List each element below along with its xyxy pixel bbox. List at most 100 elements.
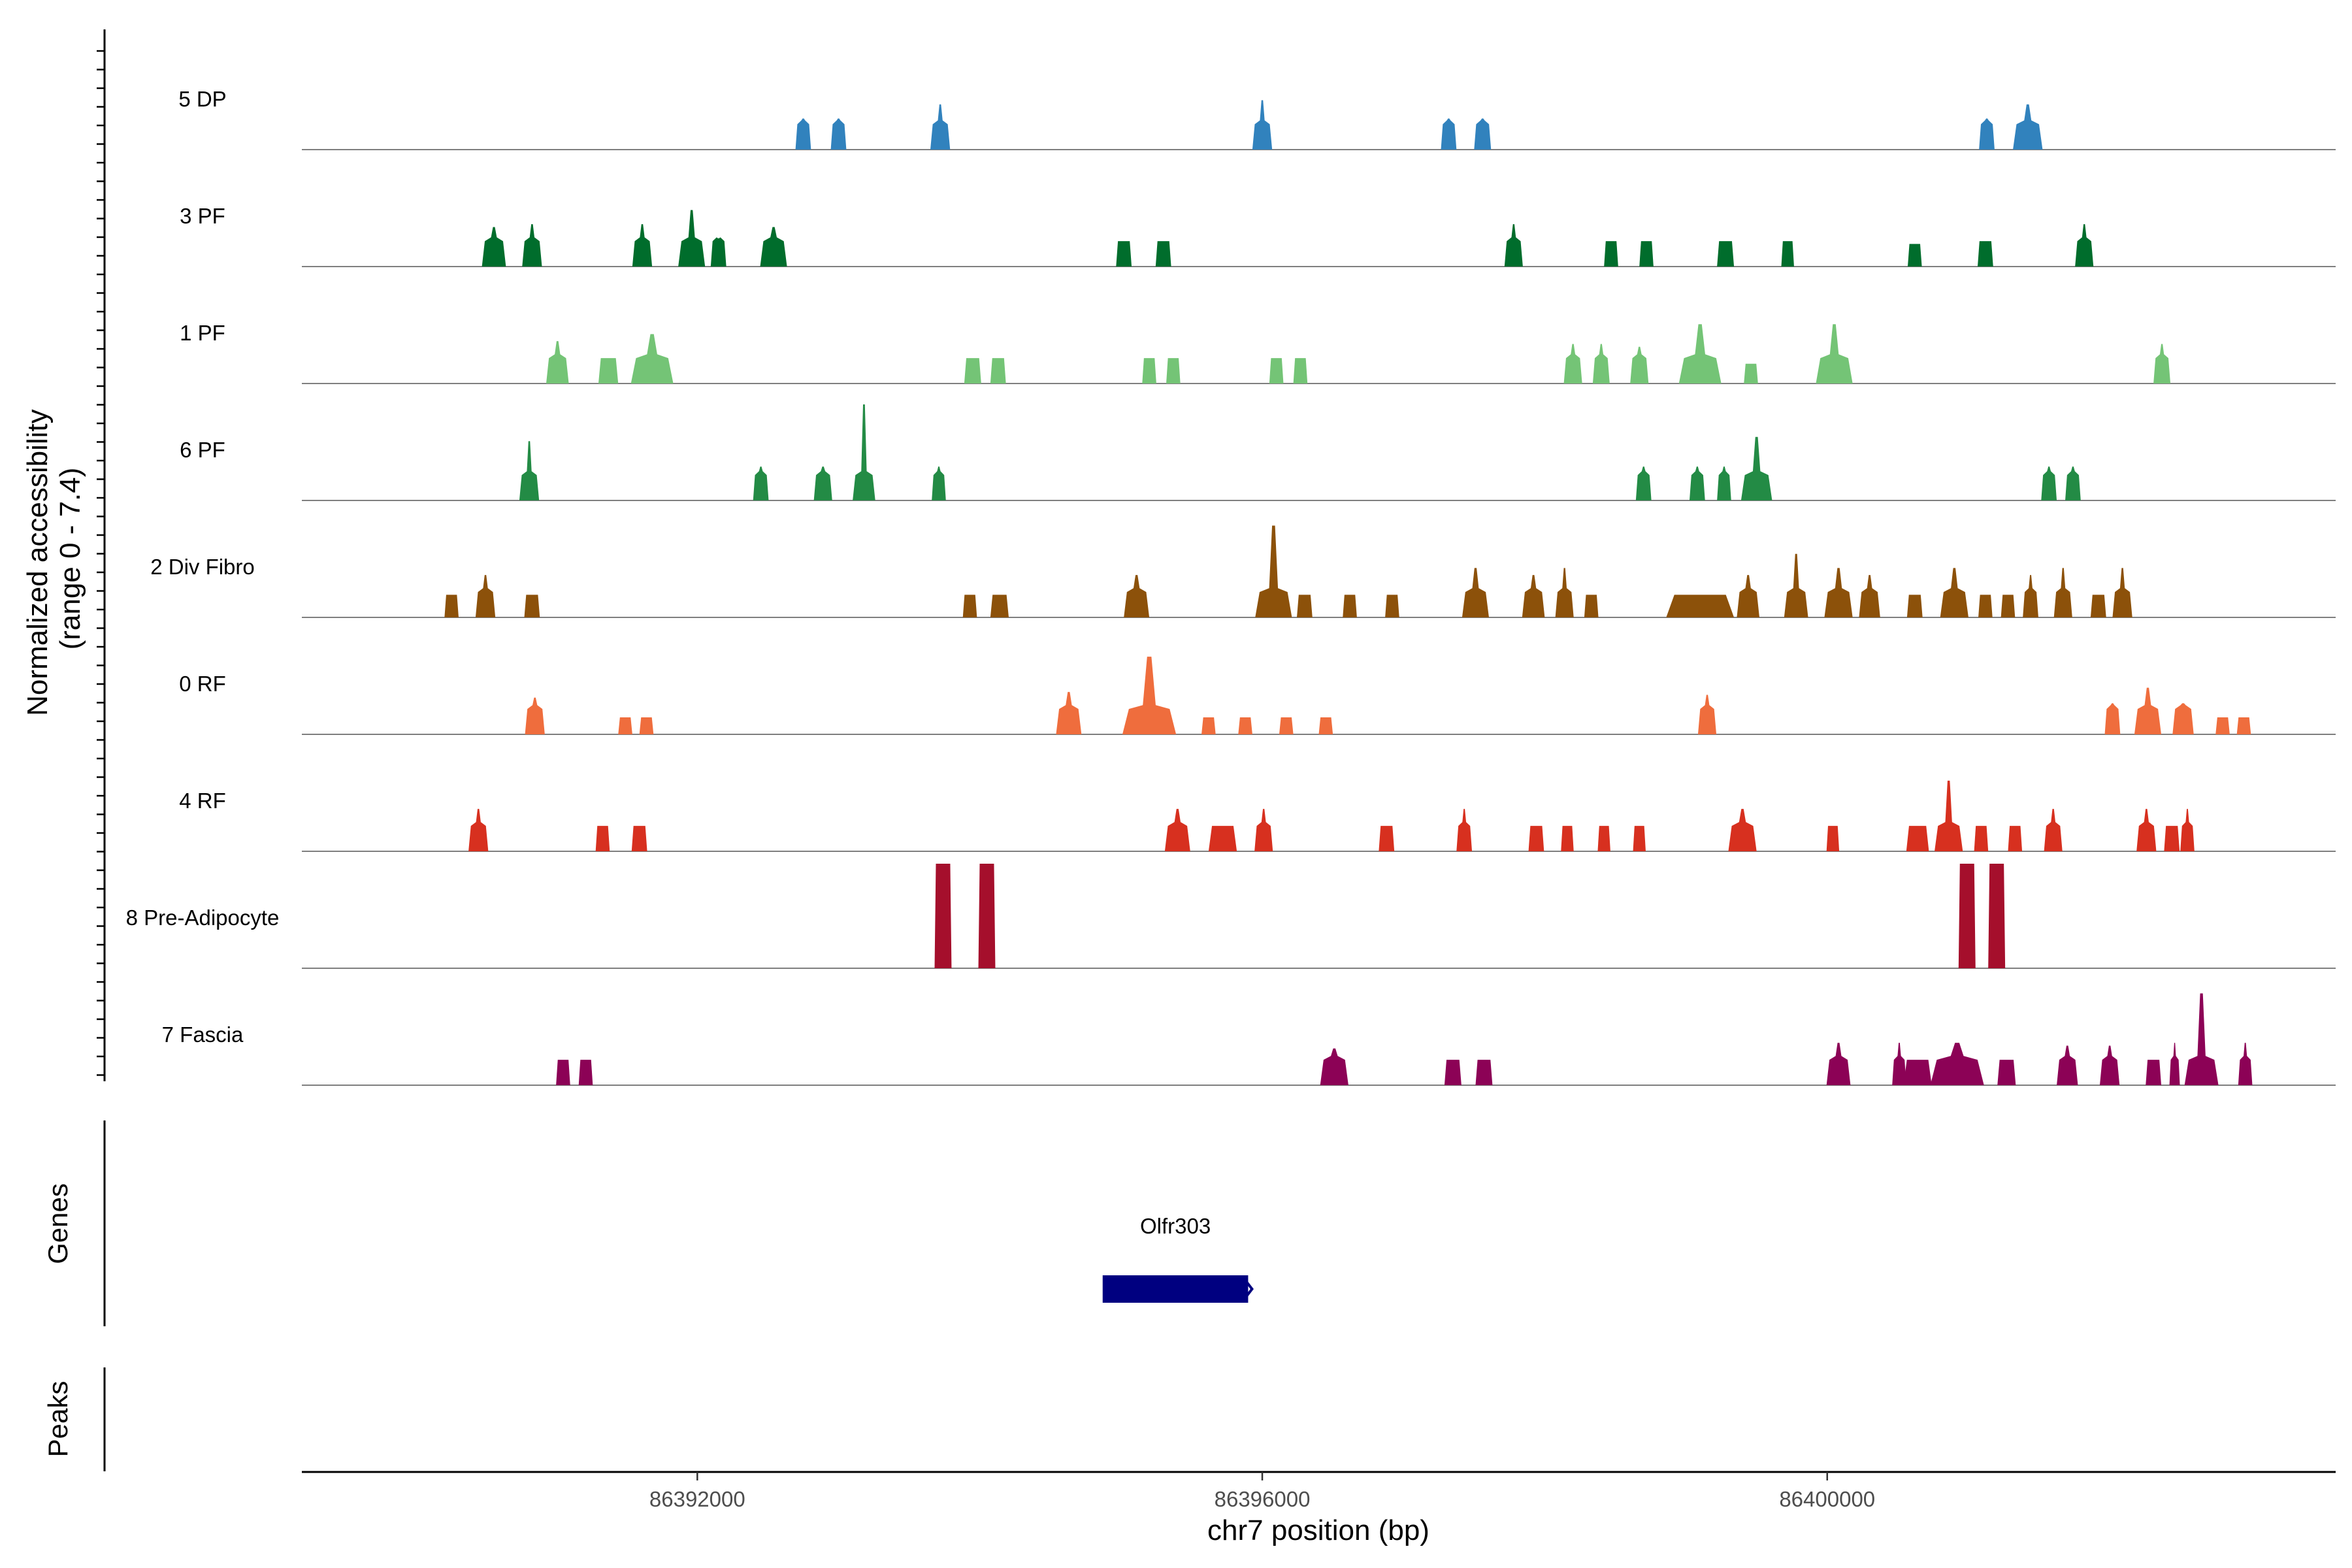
accessibility-peak bbox=[1318, 717, 1333, 734]
accessibility-peak bbox=[482, 227, 506, 267]
accessibility-peak bbox=[1974, 826, 1989, 851]
accessibility-peak bbox=[2057, 1045, 2078, 1085]
accessibility-peak bbox=[595, 826, 610, 851]
accessibility-bar bbox=[934, 864, 952, 968]
accessibility-peak bbox=[1979, 118, 1995, 150]
accessibility-bar bbox=[1988, 864, 2006, 968]
accessibility-peak bbox=[1279, 717, 1294, 734]
accessibility-peak bbox=[1635, 466, 1652, 500]
track-6-pf: 6 PF bbox=[180, 404, 2336, 501]
accessibility-peak bbox=[930, 104, 951, 150]
accessibility-peak bbox=[1254, 809, 1273, 851]
accessibility-peak bbox=[2184, 993, 2219, 1085]
genes-panel-title: Genes bbox=[42, 1183, 73, 1264]
accessibility-peak bbox=[1155, 241, 1171, 267]
accessibility-peak bbox=[1201, 717, 1216, 734]
accessibility-peak bbox=[1597, 826, 1610, 851]
accessibility-peak bbox=[1816, 324, 1853, 384]
accessibility-peak bbox=[2134, 687, 2162, 734]
accessibility-peak bbox=[1859, 575, 1880, 617]
track-label: 3 PF bbox=[180, 204, 225, 228]
accessibility-peak bbox=[618, 717, 632, 734]
accessibility-peak bbox=[1208, 826, 1237, 851]
track-8-pre-adipocyte: 8 Pre-Adipocyte bbox=[126, 864, 2336, 969]
gene-annotations: Olfr303 bbox=[1102, 1214, 1254, 1303]
accessibility-peak bbox=[813, 466, 832, 500]
gene-strand-arrow bbox=[1244, 1279, 1254, 1299]
accessibility-peak bbox=[1940, 568, 1968, 617]
accessibility-peak bbox=[1522, 575, 1545, 617]
accessibility-peak bbox=[2023, 575, 2038, 617]
accessibility-peak bbox=[1296, 595, 1313, 617]
accessibility-peak bbox=[2065, 466, 2081, 500]
accessibility-peak bbox=[1504, 224, 1523, 267]
accessibility-peak bbox=[2146, 1060, 2162, 1085]
coverage-y-ticks bbox=[97, 50, 105, 1076]
accessibility-peak bbox=[710, 237, 727, 267]
accessibility-peak bbox=[1826, 826, 1840, 851]
track-label: 0 RF bbox=[179, 672, 226, 696]
accessibility-peak bbox=[1561, 826, 1574, 851]
accessibility-peak bbox=[639, 717, 654, 734]
accessibility-peak bbox=[1528, 826, 1544, 851]
accessibility-peak bbox=[444, 595, 459, 617]
accessibility-peak bbox=[1997, 1060, 2016, 1085]
accessibility-peak bbox=[2180, 809, 2195, 851]
accessibility-peak bbox=[964, 358, 981, 384]
accessibility-peak bbox=[598, 358, 619, 384]
track-label: 4 RF bbox=[179, 789, 226, 813]
accessibility-peak bbox=[1826, 1043, 1851, 1085]
accessibility-peak bbox=[2001, 595, 2016, 617]
accessibility-peak bbox=[962, 595, 977, 617]
accessibility-peak bbox=[1252, 100, 1273, 150]
accessibility-peak bbox=[1462, 568, 1489, 617]
accessibility-bar bbox=[978, 864, 996, 968]
accessibility-peak bbox=[1142, 358, 1156, 384]
y-axis-title: Normalized accessibility (range 0 - 7.4) bbox=[22, 401, 86, 716]
gene-label: Olfr303 bbox=[1140, 1214, 1211, 1238]
accessibility-peak bbox=[1604, 241, 1618, 267]
y-axis-title-line2: (range 0 - 7.4) bbox=[54, 468, 86, 650]
track-5-dp: 5 DP bbox=[178, 87, 2336, 150]
accessibility-peak bbox=[1784, 553, 1808, 617]
accessibility-peak bbox=[546, 341, 569, 384]
accessibility-peak bbox=[1456, 809, 1473, 851]
x-tick-label: 86392000 bbox=[649, 1487, 745, 1511]
accessibility-peak bbox=[519, 441, 540, 500]
accessibility-peak bbox=[1666, 595, 1735, 617]
accessibility-peak bbox=[578, 1060, 593, 1085]
accessibility-peak bbox=[2164, 826, 2180, 851]
x-axis-ticks: 86392000 86396000 86400000 bbox=[649, 1472, 1875, 1511]
accessibility-peak bbox=[1630, 346, 1649, 384]
accessibility-peak bbox=[1906, 826, 1929, 851]
accessibility-peak bbox=[1744, 363, 1758, 384]
x-tick-label: 86400000 bbox=[1779, 1487, 1875, 1511]
track-label: 1 PF bbox=[180, 321, 225, 345]
track-label: 6 PF bbox=[180, 438, 225, 462]
accessibility-peak bbox=[2053, 568, 2072, 617]
x-axis-title: chr7 position (bp) bbox=[1207, 1514, 1429, 1546]
accessibility-peak bbox=[1379, 826, 1395, 851]
accessibility-peak bbox=[2099, 1045, 2120, 1085]
accessibility-peak bbox=[1903, 1060, 1932, 1085]
accessibility-peak bbox=[556, 1060, 570, 1085]
accessibility-peak bbox=[2013, 104, 2043, 150]
track-0-rf: 0 RF bbox=[179, 657, 2336, 735]
accessibility-bar bbox=[1958, 864, 1976, 968]
track-1-pf: 1 PF bbox=[180, 321, 2336, 384]
accessibility-peak bbox=[525, 697, 545, 734]
accessibility-peak bbox=[1056, 692, 1082, 734]
accessibility-peak bbox=[990, 595, 1009, 617]
accessibility-peak bbox=[1717, 241, 1735, 267]
accessibility-peak bbox=[630, 334, 674, 384]
accessibility-peak bbox=[1639, 241, 1654, 267]
accessibility-peak bbox=[1930, 1043, 1984, 1085]
accessibility-peak bbox=[522, 224, 542, 267]
accessibility-peak bbox=[475, 575, 496, 617]
accessibility-peak bbox=[1166, 358, 1181, 384]
accessibility-peak bbox=[2041, 466, 2057, 500]
accessibility-peak bbox=[2136, 809, 2157, 851]
accessibility-peak bbox=[1907, 244, 1922, 267]
accessibility-peak bbox=[853, 404, 875, 500]
accessibility-peak bbox=[1238, 717, 1252, 734]
